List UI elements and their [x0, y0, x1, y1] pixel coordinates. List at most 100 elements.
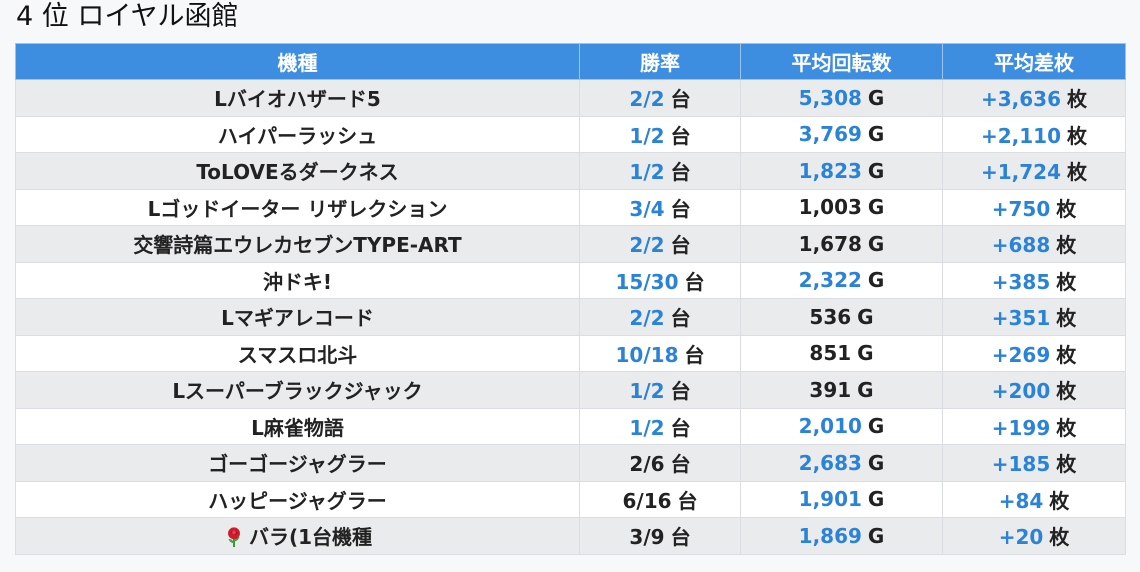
- avg-spins-unit: G: [867, 450, 885, 475]
- avg-diff-value: +385: [991, 269, 1051, 294]
- avg-spins-unit: G: [867, 158, 885, 183]
- machine-name[interactable]: Lスーパーブラックジャック: [172, 379, 423, 404]
- avg-diff-cell: +20 枚: [942, 517, 1126, 555]
- win-rate-unit: 台: [670, 123, 691, 148]
- avg-spins-value: 391: [809, 377, 852, 402]
- avg-diff-unit: 枚: [1056, 379, 1077, 404]
- avg-diff-unit: 枚: [1067, 87, 1088, 112]
- avg-spins-value: 2,322: [798, 268, 862, 293]
- win-rate-unit: 台: [670, 415, 691, 440]
- avg-diff-unit: 枚: [1056, 342, 1077, 367]
- win-rate-cell: 2/2 台: [579, 79, 741, 117]
- win-rate-unit: 台: [670, 452, 691, 477]
- machine-name-cell[interactable]: ハイパーラッシュ: [15, 115, 580, 153]
- win-rate-unit: 台: [670, 306, 691, 331]
- column-header-avg-diff[interactable]: 平均差枚: [942, 43, 1126, 80]
- avg-spins-unit: G: [857, 341, 874, 366]
- avg-diff-unit: 枚: [1056, 415, 1077, 440]
- machine-name-cell[interactable]: 交響詩篇エウレカセブンTYPE-ART: [15, 225, 580, 263]
- avg-diff-cell: +688 枚: [942, 225, 1126, 263]
- avg-spins-cell: 536 G: [740, 298, 943, 336]
- machine-name-cell[interactable]: ToLOVEるダークネス: [15, 152, 580, 190]
- avg-diff-value: +269: [991, 342, 1051, 367]
- machine-name[interactable]: スマスロ北斗: [237, 342, 358, 367]
- machine-name[interactable]: ToLOVEるダークネス: [196, 160, 399, 185]
- avg-diff-cell: +199 枚: [942, 407, 1126, 445]
- table-row: Lスーパーブラックジャック 1/2 台 391 G +200 枚: [15, 371, 1126, 409]
- avg-diff-unit: 枚: [1056, 452, 1077, 477]
- machine-name-cell[interactable]: L麻雀物語: [15, 407, 580, 445]
- avg-spins-cell: 1,901 G: [740, 480, 943, 518]
- avg-diff-cell: +1,724 枚: [942, 152, 1126, 190]
- machine-name-cell[interactable]: Lバイオハザード5: [15, 79, 580, 117]
- machine-name-cell[interactable]: ゴーゴージャグラー: [15, 444, 580, 482]
- avg-spins-cell: 1,869 G: [740, 517, 943, 555]
- machine-name-cell[interactable]: 沖ドキ!: [15, 261, 580, 299]
- win-rate-value: 3/4: [629, 196, 665, 221]
- column-header-machine[interactable]: 機種: [15, 43, 580, 80]
- avg-spins-cell: 3,769 G: [740, 115, 943, 153]
- table-row: L麻雀物語 1/2 台 2,010 G +199 枚: [15, 407, 1126, 445]
- avg-diff-value: +200: [991, 379, 1051, 404]
- avg-spins-unit: G: [867, 122, 885, 147]
- avg-spins-unit: G: [867, 231, 885, 256]
- win-rate-unit: 台: [684, 269, 705, 294]
- avg-spins-value: 1,003: [798, 195, 862, 220]
- avg-spins-value: 2,683: [798, 450, 862, 475]
- machine-name[interactable]: 交響詩篇エウレカセブンTYPE-ART: [133, 233, 462, 258]
- machine-name[interactable]: Lバイオハザード5: [214, 87, 381, 112]
- avg-spins-cell: 1,003 G: [740, 188, 943, 226]
- avg-diff-value: +688: [991, 233, 1051, 258]
- machine-name[interactable]: Lマギアレコード: [221, 306, 374, 331]
- table-row: バラ(1台機種 3/9 台 1,869 G +20 枚: [15, 517, 1126, 555]
- machine-name[interactable]: バラ(1台機種: [248, 525, 373, 550]
- machine-name-cell[interactable]: スマスロ北斗: [15, 334, 580, 372]
- avg-spins-value: 851: [809, 341, 852, 366]
- column-header-win-rate[interactable]: 勝率: [579, 43, 741, 80]
- table-row: スマスロ北斗 10/18 台 851 G +269 枚: [15, 334, 1126, 372]
- avg-spins-unit: G: [867, 85, 885, 110]
- win-rate-value: 2/2: [629, 306, 665, 331]
- win-rate-value: 10/18: [615, 342, 679, 367]
- avg-diff-value: +1,724: [980, 160, 1062, 185]
- avg-spins-unit: G: [857, 377, 874, 402]
- avg-spins-cell: 1,678 G: [740, 225, 943, 263]
- machine-name[interactable]: L麻雀物語: [251, 415, 344, 440]
- win-rate-cell: 2/2 台: [579, 225, 741, 263]
- win-rate-unit: 台: [670, 160, 691, 185]
- machine-name[interactable]: Lゴッドイーター リザレクション: [147, 196, 448, 221]
- win-rate-value: 1/2: [629, 160, 665, 185]
- machine-name-cell[interactable]: Lスーパーブラックジャック: [15, 371, 580, 409]
- avg-diff-unit: 枚: [1056, 306, 1077, 331]
- avg-diff-unit: 枚: [1067, 160, 1088, 185]
- machine-name[interactable]: ゴーゴージャグラー: [208, 452, 387, 477]
- win-rate-unit: 台: [670, 525, 691, 550]
- machine-name-cell[interactable]: ハッピージャグラー: [15, 480, 580, 518]
- column-header-avg-spins[interactable]: 平均回転数: [740, 43, 943, 80]
- machine-name[interactable]: 沖ドキ!: [262, 269, 333, 294]
- avg-spins-value: 5,308: [798, 85, 862, 110]
- table-row: Lマギアレコード 2/2 台 536 G +351 枚: [15, 298, 1126, 336]
- machine-name[interactable]: ハイパーラッシュ: [217, 123, 378, 148]
- machine-name-cell[interactable]: バラ(1台機種: [15, 517, 580, 555]
- table-header-row: 機種 勝率 平均回転数 平均差枚: [15, 43, 1126, 80]
- avg-spins-unit: G: [867, 195, 885, 220]
- avg-diff-value: +750: [991, 196, 1051, 221]
- win-rate-unit: 台: [670, 196, 691, 221]
- machine-ranking-table: 機種 勝率 平均回転数 平均差枚 Lバイオハザード5 2/2 台 5,308 G +3,6…: [15, 43, 1126, 555]
- avg-diff-unit: 枚: [1056, 269, 1077, 294]
- table-row: Lバイオハザード5 2/2 台 5,308 G +3,636 枚: [15, 79, 1126, 117]
- machine-name-cell[interactable]: Lマギアレコード: [15, 298, 580, 336]
- avg-spins-value: 2,010: [798, 414, 862, 439]
- win-rate-cell: 1/2 台: [579, 152, 741, 190]
- avg-diff-value: +199: [991, 415, 1051, 440]
- avg-diff-cell: +3,636 枚: [942, 79, 1126, 117]
- rose-icon: [223, 526, 245, 548]
- machine-name[interactable]: ハッピージャグラー: [208, 488, 387, 513]
- avg-diff-cell: +200 枚: [942, 371, 1126, 409]
- avg-spins-cell: 2,683 G: [740, 444, 943, 482]
- machine-name-cell[interactable]: Lゴッドイーター リザレクション: [15, 188, 580, 226]
- avg-diff-unit: 枚: [1067, 123, 1088, 148]
- avg-diff-cell: +185 枚: [942, 444, 1126, 482]
- avg-spins-cell: 2,010 G: [740, 407, 943, 445]
